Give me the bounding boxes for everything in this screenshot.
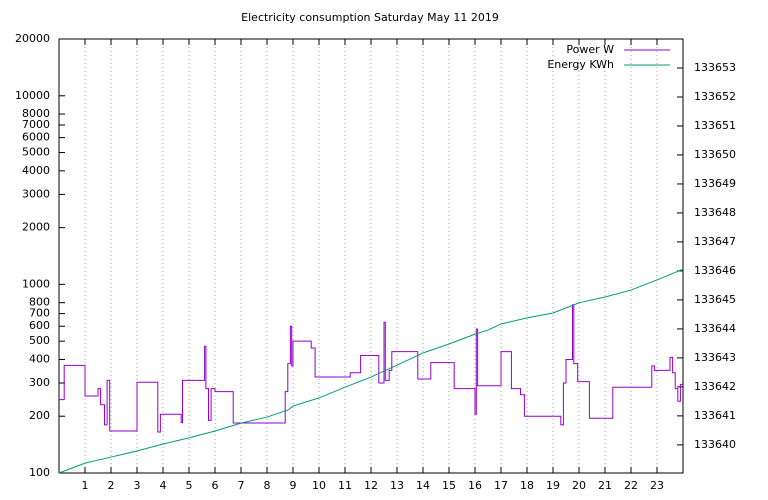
x-tick-label: 20	[572, 479, 586, 492]
x-tick-label: 23	[650, 479, 664, 492]
y-tick-label: 7000	[22, 118, 50, 131]
x-tick-label: 7	[238, 479, 245, 492]
y2-tick-label: 133642	[694, 380, 736, 393]
plot-border	[58, 38, 684, 474]
x-tick-label: 19	[546, 479, 560, 492]
y2-tick-label: 133646	[694, 264, 736, 277]
y2-tick-label: 133641	[694, 409, 736, 422]
y2-tick-label: 133652	[694, 90, 736, 103]
y-tick-label: 6000	[22, 131, 50, 144]
x-tick-label: 9	[290, 479, 297, 492]
y-tick-label: 3000	[22, 187, 50, 200]
x-tick-label: 3	[134, 479, 141, 492]
x-tick-label: 12	[364, 479, 378, 492]
y-tick-label: 200	[29, 409, 50, 422]
x-tick-label: 11	[338, 479, 352, 492]
y-tick-label: 5000	[22, 146, 50, 159]
x-tick-label: 15	[442, 479, 456, 492]
y2-tick-label: 133647	[694, 235, 736, 248]
x-tick-label: 21	[598, 479, 612, 492]
y-tick-label: 2000	[22, 221, 50, 234]
y-tick-label: 300	[29, 376, 50, 389]
x-tick-label: 10	[312, 479, 326, 492]
y-tick-label: 20000	[15, 32, 50, 45]
y-tick-label: 600	[29, 319, 50, 332]
legend-label: Power W	[566, 43, 614, 56]
x-tick-label: 1	[82, 479, 89, 492]
y-tick-label: 400	[29, 352, 50, 365]
y2-tick-label: 133645	[694, 293, 736, 306]
legend-label: Energy KWh	[547, 58, 614, 71]
x-tick-label: 18	[520, 479, 534, 492]
y-tick-label: 100	[29, 466, 50, 479]
y2-tick-label: 133648	[694, 206, 736, 219]
y-tick-label: 1000	[22, 277, 50, 290]
y2-tick-label: 133640	[694, 438, 736, 451]
x-tick-label: 14	[416, 479, 430, 492]
y2-tick-label: 133649	[694, 177, 736, 190]
series-line	[59, 304, 683, 433]
y-tick-label: 500	[29, 334, 50, 347]
y2-tick-label: 133644	[694, 322, 736, 335]
y2-tick-label: 133653	[694, 61, 736, 74]
y-tick-label: 800	[29, 296, 50, 309]
y-tick-label: 700	[29, 307, 50, 320]
x-tick-label: 4	[160, 479, 167, 492]
y-tick-label: 4000	[22, 164, 50, 177]
x-tick-label: 22	[624, 479, 638, 492]
chart-title: Electricity consumption Saturday May 11 …	[241, 11, 499, 24]
y-tick-label: 8000	[22, 107, 50, 120]
x-tick-label: 6	[212, 479, 219, 492]
y-tick-label: 10000	[15, 89, 50, 102]
y2-tick-label: 133650	[694, 148, 736, 161]
y2-tick-label: 133651	[694, 119, 736, 132]
x-tick-label: 8	[264, 479, 271, 492]
x-tick-label: 17	[494, 479, 508, 492]
x-tick-label: 16	[468, 479, 482, 492]
x-tick-label: 5	[186, 479, 193, 492]
y2-tick-label: 133643	[694, 351, 736, 364]
x-tick-label: 13	[390, 479, 404, 492]
series-line	[58, 268, 684, 474]
x-tick-label: 2	[108, 479, 115, 492]
